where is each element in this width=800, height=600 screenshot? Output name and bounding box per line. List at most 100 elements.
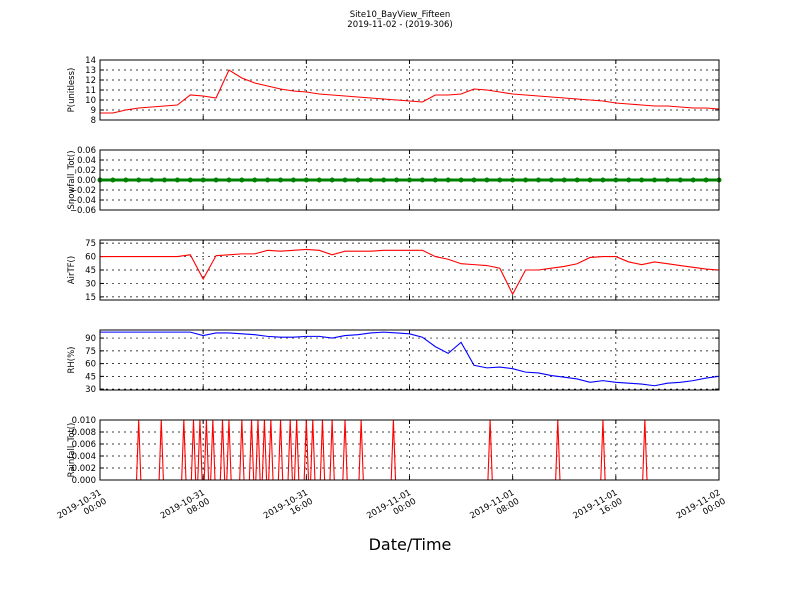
panel-frame bbox=[99, 329, 720, 391]
series-marker bbox=[394, 177, 400, 183]
x-tick-label: 2019-10-3116:00 bbox=[262, 488, 315, 530]
series-marker bbox=[510, 177, 516, 183]
y-tick-label: 14 bbox=[85, 56, 96, 66]
series-marker bbox=[316, 177, 322, 183]
y-tick-label: 30 bbox=[85, 385, 96, 395]
series-marker bbox=[458, 177, 464, 183]
panel-frame bbox=[99, 239, 720, 301]
series-marker bbox=[677, 177, 683, 183]
chart-title: Site10_BayView_Fifteen bbox=[350, 10, 451, 20]
y-tick-label: 0.00 bbox=[77, 176, 96, 186]
y-tick-label: 60 bbox=[85, 253, 96, 263]
series-marker bbox=[600, 177, 606, 183]
y-tick-label: 0.004 bbox=[72, 452, 96, 462]
series-marker bbox=[419, 177, 425, 183]
series-marker bbox=[278, 177, 284, 183]
series-line bbox=[100, 69, 720, 114]
x-tick-label: 2019-11-0108:00 bbox=[468, 488, 521, 530]
y-tick-label: 75 bbox=[85, 239, 96, 249]
series-marker bbox=[123, 177, 129, 183]
panel-frame bbox=[99, 419, 720, 481]
series-marker bbox=[368, 177, 374, 183]
series-marker bbox=[161, 177, 167, 183]
series-marker bbox=[174, 177, 180, 183]
y-tick-label: 0.02 bbox=[77, 166, 96, 176]
y-tick-label: 10 bbox=[85, 96, 96, 106]
series-marker bbox=[626, 177, 632, 183]
y-axis-label: RH(%) bbox=[67, 346, 77, 373]
x-axis-label: Date/Time bbox=[369, 535, 452, 554]
y-tick-label: −0.06 bbox=[70, 206, 96, 216]
series-marker bbox=[484, 177, 490, 183]
series-marker bbox=[639, 177, 645, 183]
y-tick-label: 0.008 bbox=[72, 428, 96, 438]
series-marker bbox=[252, 177, 258, 183]
series-marker bbox=[187, 177, 193, 183]
series-marker bbox=[471, 177, 477, 183]
y-tick-label: −0.02 bbox=[70, 186, 96, 196]
series-marker bbox=[445, 177, 451, 183]
y-tick-label: 9 bbox=[91, 106, 96, 116]
series-marker bbox=[200, 177, 206, 183]
chart-subtitle: 2019-11-02 - (2019-306) bbox=[347, 20, 452, 30]
series-marker bbox=[613, 177, 619, 183]
y-tick-label: −0.04 bbox=[70, 196, 96, 206]
y-tick-label: 0.06 bbox=[77, 146, 96, 156]
series-marker bbox=[329, 177, 335, 183]
series-marker bbox=[407, 177, 412, 183]
series-marker bbox=[239, 177, 245, 183]
y-tick-label: 45 bbox=[85, 372, 96, 382]
y-tick-label: 11 bbox=[85, 86, 96, 96]
y-axis-label: P(unitless) bbox=[67, 68, 77, 113]
y-tick-label: 90 bbox=[85, 334, 96, 344]
series-marker bbox=[703, 177, 709, 183]
y-tick-label: 60 bbox=[85, 360, 96, 370]
y-axis-label: AirTF() bbox=[67, 256, 77, 284]
series-marker bbox=[561, 177, 567, 183]
series-line bbox=[100, 248, 720, 296]
series-marker bbox=[664, 177, 670, 183]
y-tick-label: 0.006 bbox=[72, 440, 96, 450]
series-marker bbox=[149, 177, 155, 183]
y-tick-label: 15 bbox=[85, 293, 96, 303]
series-marker bbox=[303, 177, 309, 183]
y-tick-label: 75 bbox=[85, 347, 96, 357]
y-tick-label: 0.002 bbox=[72, 464, 96, 474]
y-tick-label: 8 bbox=[91, 116, 96, 126]
series-marker bbox=[535, 177, 541, 183]
series-marker bbox=[381, 177, 387, 183]
series-marker bbox=[548, 177, 554, 183]
series-marker bbox=[355, 177, 361, 183]
y-tick-label: 13 bbox=[85, 66, 96, 76]
series-marker bbox=[497, 177, 503, 183]
series-marker bbox=[265, 177, 271, 183]
y-tick-label: 30 bbox=[85, 279, 96, 289]
series-line bbox=[100, 331, 720, 387]
series-marker bbox=[213, 177, 219, 183]
x-tick-label: 2019-10-3100:00 bbox=[56, 488, 109, 530]
x-tick-label: 2019-10-3108:00 bbox=[159, 488, 212, 530]
series-marker bbox=[136, 177, 142, 183]
series-marker bbox=[342, 177, 348, 183]
series-marker bbox=[432, 177, 438, 183]
series-marker bbox=[587, 177, 593, 183]
series-marker bbox=[523, 177, 529, 183]
x-tick-label: 2019-11-0116:00 bbox=[572, 488, 625, 530]
y-axis-label: Rainfall_Tot() bbox=[67, 423, 77, 478]
series-marker bbox=[690, 177, 696, 183]
panel-frame bbox=[99, 59, 720, 121]
x-tick-label: 2019-11-0200:00 bbox=[675, 488, 728, 530]
y-tick-label: 0.000 bbox=[72, 476, 96, 486]
series-marker bbox=[226, 177, 232, 183]
x-tick-label: 2019-11-0100:00 bbox=[365, 488, 418, 530]
y-tick-label: 0.010 bbox=[72, 416, 96, 426]
series-marker bbox=[574, 177, 580, 183]
y-tick-label: 45 bbox=[85, 266, 96, 276]
y-tick-label: 0.04 bbox=[77, 156, 96, 166]
series-marker bbox=[110, 177, 116, 183]
panel-frame bbox=[99, 149, 720, 211]
series-marker bbox=[290, 177, 296, 183]
y-tick-label: 12 bbox=[85, 76, 96, 86]
series-marker bbox=[652, 177, 658, 183]
